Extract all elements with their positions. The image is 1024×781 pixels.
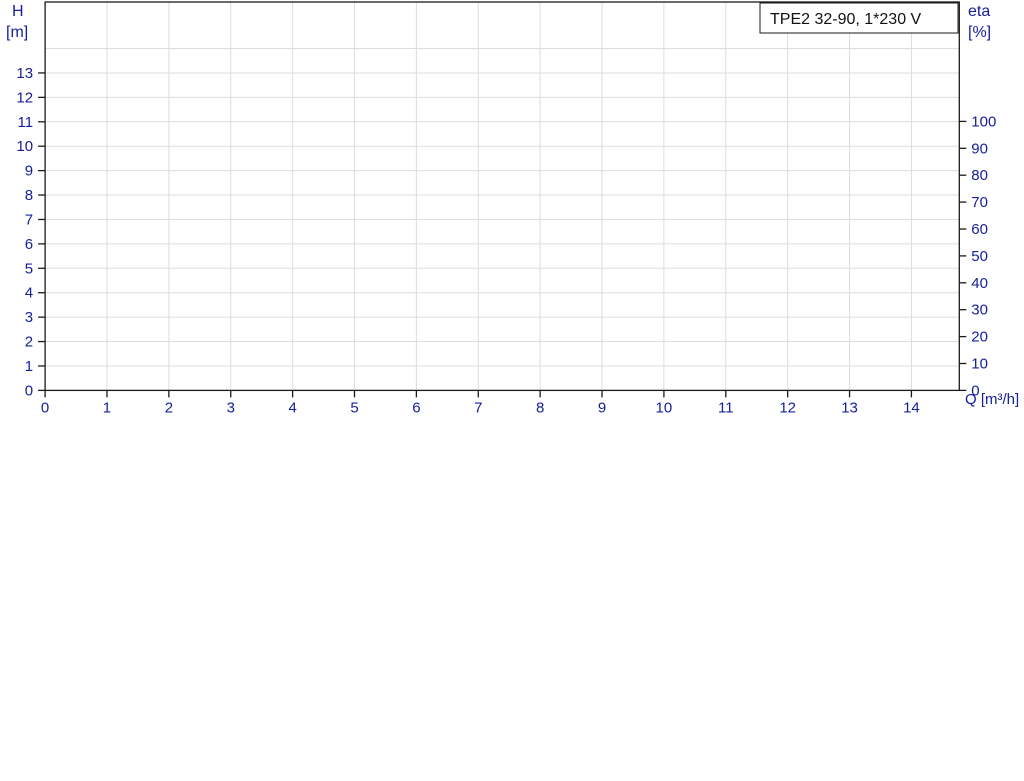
svg-text:30: 30 [971, 302, 988, 319]
svg-text:70: 70 [971, 194, 988, 211]
svg-text:6: 6 [25, 236, 33, 253]
svg-text:2: 2 [165, 399, 173, 416]
svg-text:1: 1 [25, 358, 33, 375]
svg-text:11: 11 [718, 399, 734, 416]
svg-text:9: 9 [598, 399, 606, 416]
svg-text:10: 10 [971, 356, 988, 373]
svg-text:13: 13 [16, 65, 33, 82]
svg-text:2: 2 [25, 334, 33, 351]
svg-text:14: 14 [903, 399, 920, 416]
svg-text:11: 11 [18, 114, 34, 131]
svg-text:12: 12 [16, 89, 33, 106]
svg-text:3: 3 [227, 399, 235, 416]
svg-text:0: 0 [25, 382, 33, 399]
svg-text:8: 8 [25, 187, 33, 204]
svg-text:13: 13 [841, 399, 858, 416]
svg-text:9: 9 [25, 163, 33, 180]
svg-text:0: 0 [41, 399, 49, 416]
svg-text:[%]: [%] [968, 24, 991, 41]
svg-text:80: 80 [971, 167, 988, 184]
svg-text:100: 100 [971, 113, 996, 130]
svg-text:TPE2 32-90, 1*230 V: TPE2 32-90, 1*230 V [770, 11, 922, 28]
svg-text:4: 4 [25, 285, 33, 302]
svg-text:10: 10 [16, 138, 33, 155]
svg-text:5: 5 [350, 399, 358, 416]
svg-text:6: 6 [412, 399, 420, 416]
svg-text:5: 5 [25, 260, 33, 277]
svg-text:Q [m³/h]: Q [m³/h] [965, 391, 1019, 408]
svg-text:1: 1 [103, 399, 111, 416]
svg-text:eta: eta [968, 3, 990, 20]
svg-text:12: 12 [779, 399, 796, 416]
svg-text:8: 8 [536, 399, 544, 416]
svg-text:3: 3 [25, 309, 33, 326]
svg-text:10: 10 [656, 399, 673, 416]
svg-text:7: 7 [25, 211, 33, 228]
svg-text:7: 7 [474, 399, 482, 416]
svg-text:40: 40 [971, 275, 988, 292]
svg-text:90: 90 [971, 140, 988, 157]
svg-text:60: 60 [971, 221, 988, 238]
svg-text:50: 50 [971, 248, 988, 265]
svg-text:4: 4 [288, 399, 296, 416]
svg-text:20: 20 [971, 329, 988, 346]
svg-text:[m]: [m] [6, 24, 28, 41]
svg-text:H: H [12, 3, 24, 20]
